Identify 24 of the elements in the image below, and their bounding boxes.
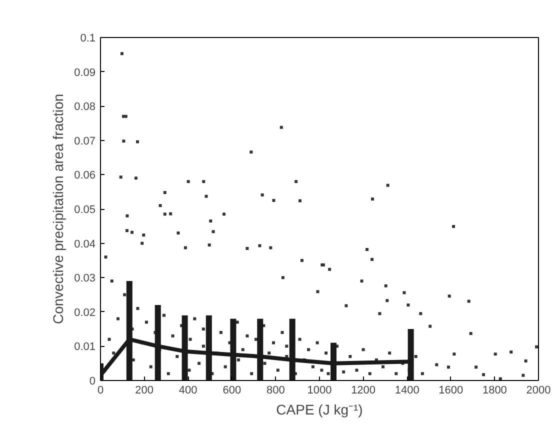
- y-tick-label: 0: [89, 376, 96, 388]
- x-tick-label: 1000: [307, 384, 332, 396]
- x-tick-label: 1800: [482, 384, 507, 396]
- y-tick-label: 0.06: [74, 170, 96, 182]
- y-tick-label: 0.1: [80, 32, 96, 44]
- x-tick-label: 1600: [438, 384, 464, 396]
- y-tick-label: 0.02: [74, 306, 96, 319]
- x-tick-label: 0: [97, 384, 104, 396]
- y-tick-label: 0.07: [74, 135, 96, 148]
- y-tick-label: 0.03: [74, 272, 96, 285]
- y-axis-title: Convective precipitation area fraction: [50, 94, 66, 324]
- y-tick-label: 0.05: [74, 204, 96, 216]
- x-tick-label: 800: [266, 384, 285, 396]
- y-tick-label: 0.08: [74, 101, 96, 114]
- x-tick-label: 200: [135, 384, 154, 396]
- y-tick-label: 0.09: [74, 66, 96, 79]
- y-tick-label: 0.04: [74, 238, 96, 250]
- x-tick-label: 600: [222, 384, 242, 396]
- y-tick-label: 0.01: [74, 341, 96, 354]
- x-tick-label: 400: [178, 384, 198, 396]
- x-tick-label: 2000: [526, 384, 551, 396]
- x-tick-label: 1200: [351, 384, 376, 396]
- x-axis-title: CAPE (J kg⁻¹): [276, 402, 363, 418]
- x-tick-label: 1400: [394, 384, 420, 396]
